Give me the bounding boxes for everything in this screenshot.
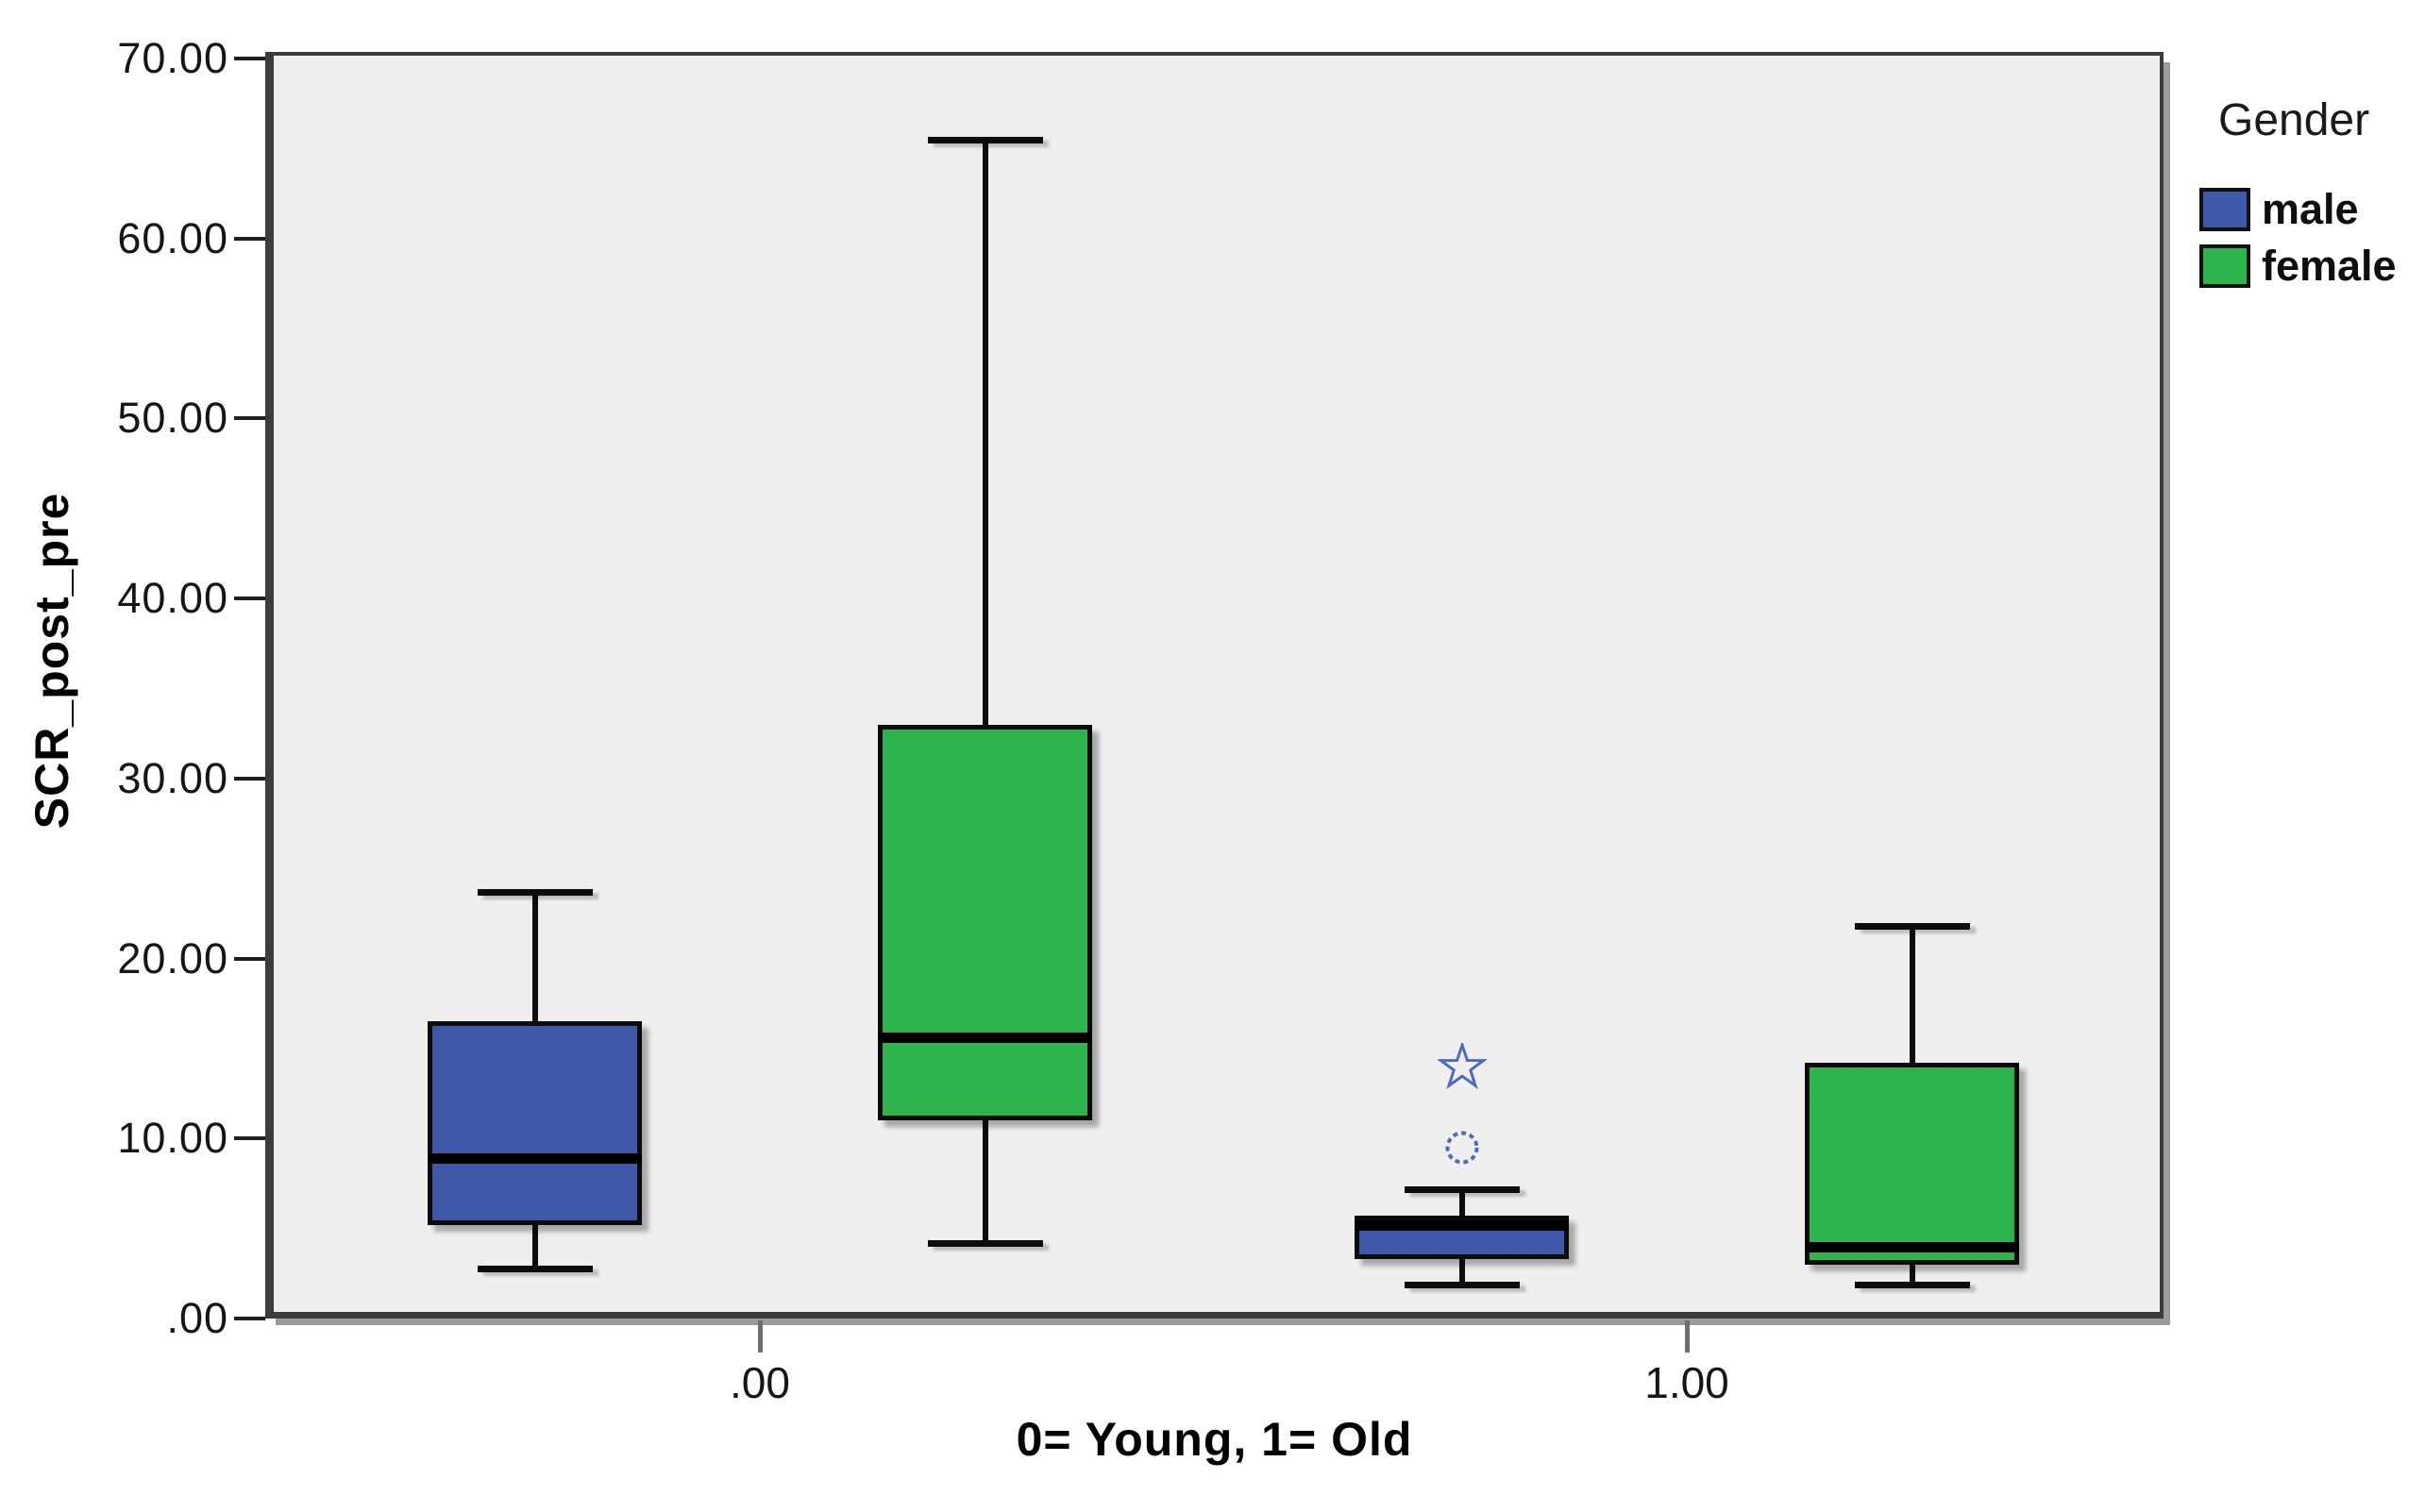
whisker-cap-lower-male-1.00 [1404,1281,1520,1288]
legend-entry-male: male [2199,185,2421,233]
y-axis-title-text: SCR_post_pre [25,492,78,830]
y-tick-mark [234,596,265,601]
y-tick-mark [234,956,265,961]
y-tick-label: 40.00 [117,574,228,623]
whisker-cap-lower-male-.00 [477,1265,593,1272]
y-tick-mark [234,236,265,241]
median-line-female-1.00 [1805,1241,2019,1252]
median-line-male-1.00 [1355,1219,1569,1231]
box-female-.00 [878,724,1092,1121]
whisker-lower-male-1.00 [1458,1259,1465,1285]
whisker-upper-female-.00 [982,139,988,725]
x-tick-label: 1.00 [1644,1358,1729,1407]
whisker-cap-upper-male-1.00 [1404,1185,1520,1193]
legend-label-female: female [2262,242,2397,290]
y-tick-mark [234,1317,265,1320]
extreme-star-marker-male-1.00 [1436,1040,1488,1095]
whisker-lower-male-.00 [531,1224,538,1268]
y-tick-mark [234,776,265,781]
whisker-cap-lower-female-1.00 [1854,1281,1970,1288]
female-color-swatch [2199,244,2250,288]
whisker-upper-female-1.00 [1909,926,1915,1064]
legend-entry-female: female [2199,242,2421,290]
y-tick-label: 50.00 [117,394,228,443]
y-tick-mark [234,1136,265,1141]
male-color-swatch [2199,188,2250,231]
y-tick-label: 20.00 [117,933,228,983]
whisker-lower-female-.00 [982,1120,988,1243]
y-tick-mark [234,416,265,421]
x-axis-title: 0= Young, 1= Old [1016,1413,1413,1466]
whisker-upper-male-.00 [531,892,538,1022]
legend-label-male: male [2262,185,2359,233]
whisker-upper-male-1.00 [1458,1188,1465,1217]
whisker-cap-lower-female-.00 [927,1239,1043,1247]
x-tick-label: .00 [730,1358,790,1407]
x-tick-mark [758,1320,763,1352]
outlier-circle-marker-male-1.00 [1441,1127,1483,1173]
y-tick-label: 70.00 [117,34,228,82]
whisker-lower-female-1.00 [1909,1264,1915,1285]
x-tick-mark [1685,1320,1690,1352]
median-line-female-.00 [878,1033,1092,1044]
box-female-1.00 [1805,1063,2019,1265]
whisker-cap-upper-female-.00 [927,136,1043,143]
y-tick-mark [234,57,265,60]
whisker-cap-upper-female-1.00 [1854,923,1970,931]
legend-title: Gender [2218,95,2370,145]
y-tick-label: 30.00 [117,753,228,802]
legend: Gender male female [2199,94,2421,303]
y-tick-label: .00 [166,1294,228,1342]
box-male-.00 [428,1021,642,1225]
whisker-cap-upper-male-.00 [477,889,593,896]
median-line-male-.00 [428,1153,642,1165]
y-tick-label: 10.00 [117,1114,228,1163]
y-tick-label: 60.00 [117,213,228,262]
